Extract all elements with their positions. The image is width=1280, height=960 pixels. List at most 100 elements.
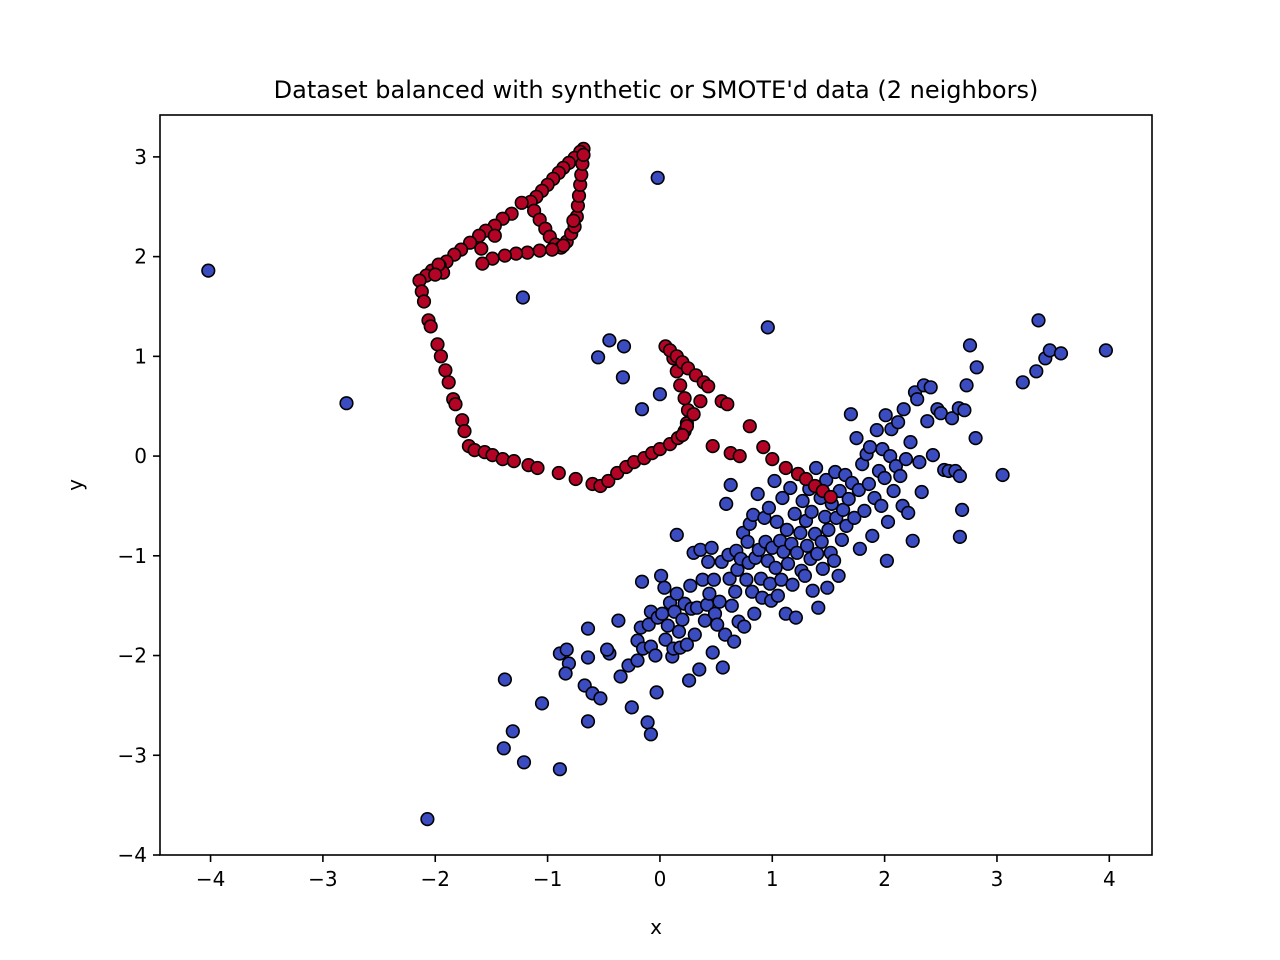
data-point-series-0-226 [1029, 364, 1044, 379]
data-point-series-1-118 [474, 241, 489, 256]
data-point-series-0-102 [744, 584, 760, 599]
data-point-series-1-30 [532, 243, 547, 258]
data-point-series-1-117 [428, 267, 443, 282]
data-point-series-0-175 [857, 503, 872, 519]
data-point-series-0-87 [722, 571, 737, 586]
data-point-series-0-202 [910, 392, 925, 407]
data-point-series-0-75 [702, 586, 717, 601]
data-point-series-0-91 [728, 584, 743, 599]
data-point-series-1-120 [514, 195, 529, 210]
data-point-series-0-208 [925, 448, 941, 463]
data-point-series-0-1 [339, 396, 354, 411]
data-point-series-0-29 [649, 685, 664, 700]
data-point-series-0-37 [630, 653, 645, 668]
data-point-series-0-56 [669, 586, 684, 601]
data-point-series-0-137 [795, 493, 810, 509]
data-point-series-1-119 [487, 228, 502, 243]
data-point-series-1-107 [756, 440, 771, 455]
data-point-series-0-173 [852, 541, 868, 556]
data-point-series-0-227 [1031, 313, 1046, 328]
data-point-series-0-223 [969, 360, 984, 375]
data-point-series-0-30 [580, 621, 596, 636]
data-point-series-1-56 [441, 375, 456, 390]
data-point-series-0-33 [599, 642, 615, 657]
data-point-series-0-83 [715, 660, 730, 675]
data-point-series-1-108 [765, 452, 780, 467]
data-point-series-1-86 [673, 378, 688, 393]
data-point-series-0-78 [706, 572, 722, 587]
data-point-series-0-126 [779, 522, 795, 538]
data-point-series-0-3 [515, 290, 531, 305]
y-tick-label: −3 [118, 743, 147, 767]
data-point-series-1-101 [705, 439, 720, 454]
data-point-series-0-49 [657, 580, 672, 595]
x-tick-label: −3 [308, 867, 337, 891]
data-point-series-0-220 [959, 378, 974, 393]
data-point-series-0-217 [952, 529, 968, 545]
data-point-series-1-54 [433, 349, 449, 364]
data-point-series-0-207 [923, 380, 938, 395]
data-point-series-0-144 [805, 583, 820, 598]
data-point-series-0-106 [750, 486, 765, 502]
data-point-series-0-31 [580, 650, 596, 665]
data-point-series-0-120 [770, 588, 786, 603]
data-point-series-0-138 [797, 568, 813, 583]
data-point-series-0-168 [843, 407, 859, 422]
data-point-series-0-9 [615, 370, 631, 385]
data-point-series-1-96 [701, 379, 716, 394]
data-point-series-0-45 [648, 648, 663, 663]
data-point-series-0-4 [650, 170, 665, 185]
y-tick-label: 2 [134, 245, 147, 269]
data-point-series-0-81 [712, 594, 727, 609]
data-point-series-0-99 [740, 534, 755, 549]
data-point-series-0-181 [869, 423, 884, 438]
data-point-series-1-27 [566, 213, 581, 228]
data-point-series-0-198 [901, 505, 916, 521]
data-point-series-0-146 [808, 460, 824, 476]
data-point-series-0-167 [841, 491, 856, 507]
data-point-series-0-77 [705, 645, 720, 660]
data-point-series-1-50 [416, 294, 432, 309]
data-point-series-1-52 [423, 319, 438, 334]
data-point-series-0-140 [799, 538, 815, 553]
data-point-series-0-127 [780, 556, 796, 571]
y-tick-label: −4 [118, 843, 147, 867]
data-point-series-1-85 [677, 391, 692, 406]
data-point-series-0-188 [880, 514, 896, 530]
y-tick-label: −2 [118, 644, 147, 668]
data-point-series-0-15 [516, 755, 532, 770]
data-point-series-0-28 [643, 727, 659, 742]
data-point-series-1-97 [693, 394, 708, 409]
y-tick-label: 3 [134, 145, 147, 169]
data-point-series-0-191 [886, 483, 901, 499]
data-point-series-0-193 [890, 415, 906, 430]
ticks-layer: −4 −3 −2 −1 0 1 2 3 4 −4 −3 −2 −1 0 1 2 3 [118, 145, 1116, 891]
data-point-series-0-0 [201, 263, 216, 278]
data-point-series-0-224 [995, 467, 1010, 483]
data-point-series-1-66 [506, 454, 522, 469]
data-point-series-1-103 [720, 397, 735, 412]
data-point-series-0-16 [552, 762, 568, 777]
data-point-series-0-130 [785, 577, 800, 592]
data-point-series-0-197 [898, 452, 914, 467]
data-point-series-0-5 [760, 320, 775, 335]
data-point-series-0-177 [861, 476, 877, 492]
data-point-series-0-72 [697, 613, 713, 628]
data-point-series-1-106 [742, 419, 757, 434]
data-point-series-0-133 [789, 545, 805, 560]
x-tick-label: 2 [878, 867, 891, 891]
data-point-series-0-221 [962, 338, 978, 353]
data-point-series-1-70 [568, 471, 583, 487]
data-point-series-0-163 [834, 532, 850, 548]
data-point-series-0-90 [726, 634, 742, 649]
data-point-series-0-67 [687, 627, 702, 642]
data-point-series-0-179 [865, 528, 880, 544]
data-point-series-0-204 [914, 484, 929, 500]
data-point-series-0-170 [847, 510, 862, 526]
data-point-series-0-132 [788, 610, 804, 625]
data-point-series-0-47 [653, 568, 669, 583]
data-point-series-0-131 [787, 506, 802, 522]
data-point-series-0-40 [634, 574, 650, 589]
